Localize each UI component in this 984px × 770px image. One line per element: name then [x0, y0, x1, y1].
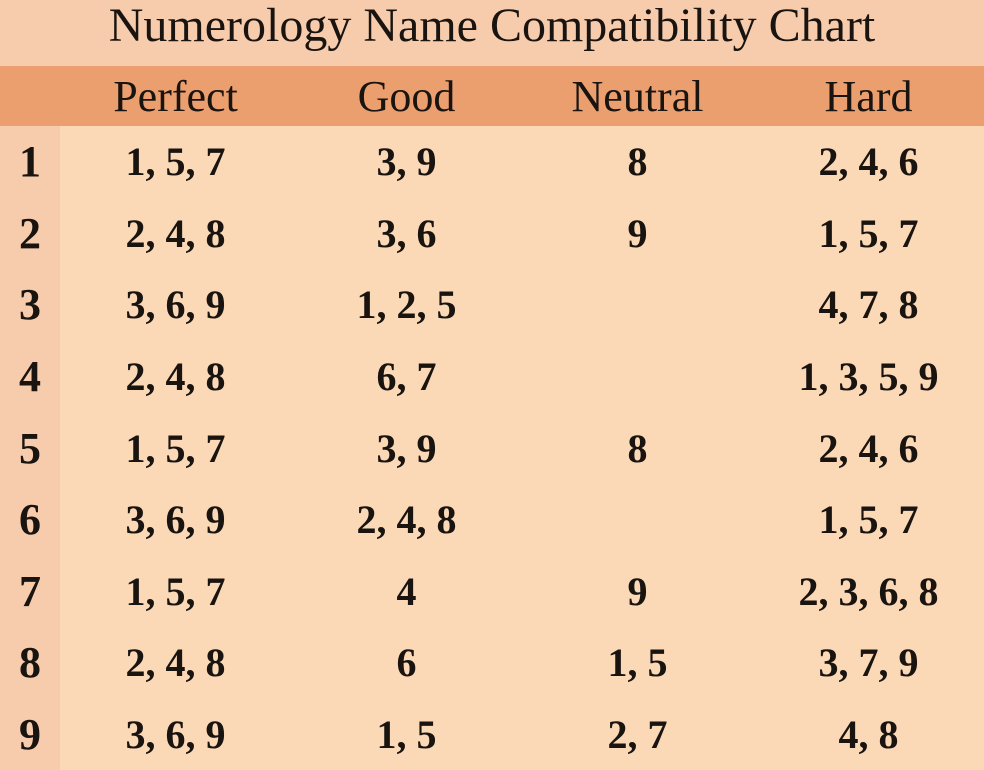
- chart-body: 1 2 3 4 5 6 7 8 9 1, 5, 7 3, 9 8 2, 4, 6…: [0, 126, 984, 770]
- cell-hard: 1, 3, 5, 9: [753, 353, 984, 400]
- cell-hard: 1, 5, 7: [753, 496, 984, 543]
- table-row: 2, 4, 8 3, 6 9 1, 5, 7: [60, 198, 984, 270]
- cell-neutral: 9: [522, 210, 753, 257]
- data-area: 1, 5, 7 3, 9 8 2, 4, 6 2, 4, 8 3, 6 9 1,…: [60, 126, 984, 770]
- cell-good: 6: [291, 639, 522, 686]
- cell-perfect: 3, 6, 9: [60, 711, 291, 758]
- cell-neutral: 8: [522, 138, 753, 185]
- cell-perfect: 1, 5, 7: [60, 568, 291, 615]
- cell-good: 1, 5: [291, 711, 522, 758]
- row-label: 1: [0, 126, 60, 198]
- cell-good: 3, 6: [291, 210, 522, 257]
- table-row: 2, 4, 8 6, 7 1, 3, 5, 9: [60, 341, 984, 413]
- row-label: 2: [0, 198, 60, 270]
- row-label: 5: [0, 412, 60, 484]
- cell-good: 3, 9: [291, 138, 522, 185]
- row-label: 3: [0, 269, 60, 341]
- cell-hard: 2, 4, 6: [753, 138, 984, 185]
- chart-title: Numerology Name Compatibility Chart: [109, 0, 876, 52]
- column-header-row: Perfect Good Neutral Hard: [0, 66, 984, 126]
- column-header-perfect: Perfect: [60, 71, 291, 122]
- cell-perfect: 2, 4, 8: [60, 353, 291, 400]
- table-row: 1, 5, 7 3, 9 8 2, 4, 6: [60, 126, 984, 198]
- cell-neutral: 9: [522, 568, 753, 615]
- compatibility-chart: Numerology Name Compatibility Chart Perf…: [0, 0, 984, 770]
- column-header-neutral: Neutral: [522, 71, 753, 122]
- cell-good: 2, 4, 8: [291, 496, 522, 543]
- table-row: 3, 6, 9 1, 5 2, 7 4, 8: [60, 699, 984, 770]
- table-row: 1, 5, 7 4 9 2, 3, 6, 8: [60, 555, 984, 627]
- cell-hard: 4, 8: [753, 711, 984, 758]
- column-header-good: Good: [291, 71, 522, 122]
- table-row: 2, 4, 8 6 1, 5 3, 7, 9: [60, 627, 984, 699]
- cell-neutral: 1, 5: [522, 639, 753, 686]
- cell-hard: 3, 7, 9: [753, 639, 984, 686]
- cell-perfect: 3, 6, 9: [60, 496, 291, 543]
- column-header-hard: Hard: [753, 71, 984, 122]
- cell-perfect: 1, 5, 7: [60, 138, 291, 185]
- cell-hard: 4, 7, 8: [753, 281, 984, 328]
- cell-neutral: 2, 7: [522, 711, 753, 758]
- row-label: 9: [0, 699, 60, 770]
- cell-hard: 2, 3, 6, 8: [753, 568, 984, 615]
- cell-good: 6, 7: [291, 353, 522, 400]
- row-label: 8: [0, 627, 60, 699]
- cell-good: 1, 2, 5: [291, 281, 522, 328]
- cell-perfect: 2, 4, 8: [60, 639, 291, 686]
- table-row: 3, 6, 9 1, 2, 5 4, 7, 8: [60, 269, 984, 341]
- row-label: 4: [0, 341, 60, 413]
- cell-hard: 2, 4, 6: [753, 425, 984, 472]
- chart-title-row: Numerology Name Compatibility Chart: [0, 0, 984, 66]
- cell-neutral: 8: [522, 425, 753, 472]
- cell-good: 4: [291, 568, 522, 615]
- table-row: 3, 6, 9 2, 4, 8 1, 5, 7: [60, 484, 984, 556]
- cell-perfect: 3, 6, 9: [60, 281, 291, 328]
- row-label: 7: [0, 555, 60, 627]
- cell-hard: 1, 5, 7: [753, 210, 984, 257]
- cell-perfect: 2, 4, 8: [60, 210, 291, 257]
- table-row: 1, 5, 7 3, 9 8 2, 4, 6: [60, 412, 984, 484]
- row-labels-column: 1 2 3 4 5 6 7 8 9: [0, 126, 60, 770]
- row-label: 6: [0, 484, 60, 556]
- cell-perfect: 1, 5, 7: [60, 425, 291, 472]
- cell-good: 3, 9: [291, 425, 522, 472]
